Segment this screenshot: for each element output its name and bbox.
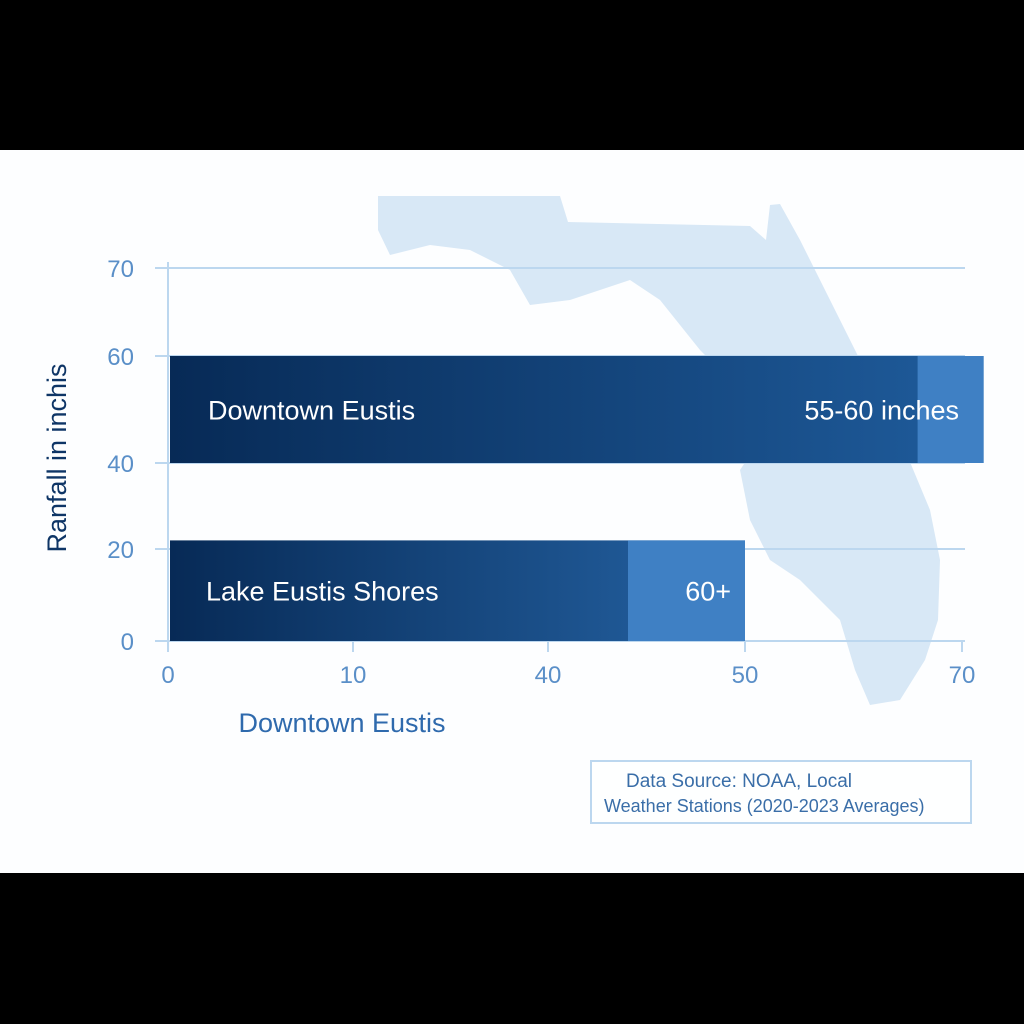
x-tick-label: 70 bbox=[949, 662, 976, 689]
bar-0: Downtown Eustis 55-60 inches bbox=[170, 356, 984, 463]
source-line-1: Data Source: NOAA, Local bbox=[626, 771, 852, 792]
y-tick-label: 70 bbox=[107, 256, 134, 283]
data-source-note: Data Source: NOAA, Local Weather Station… bbox=[590, 760, 972, 824]
florida-map-background bbox=[378, 196, 940, 705]
bar-name-label: Downtown Eustis bbox=[208, 396, 415, 426]
chart-panel: Downtown Eustis 55-60 inches Lake Eustis S… bbox=[0, 150, 1024, 873]
bar-highlight-segment bbox=[628, 540, 745, 641]
bar-1: Lake Eustis Shores 60+ bbox=[170, 540, 745, 641]
x-tick-label: 0 bbox=[161, 662, 174, 689]
source-line-2: Weather Stations (2020-2023 Averages) bbox=[604, 796, 925, 816]
x-axis-label: Downtown Eustis bbox=[238, 708, 445, 738]
y-tick-label: 60 bbox=[107, 344, 134, 371]
bar-value-label: 60+ bbox=[685, 577, 731, 607]
y-axis-label: Ranfall in inchis bbox=[42, 363, 72, 552]
y-tick-label: 40 bbox=[107, 451, 134, 478]
bar-fill bbox=[170, 356, 984, 463]
y-tick-label: 20 bbox=[107, 537, 134, 564]
bar-chart: Downtown Eustis 55-60 inches Lake Eustis S… bbox=[42, 196, 984, 738]
bar-highlight-segment bbox=[917, 356, 984, 463]
y-tick-label: 0 bbox=[121, 629, 134, 656]
bar-value-label: 55-60 inches bbox=[804, 396, 959, 426]
bar-name-label: Lake Eustis Shores bbox=[206, 577, 439, 607]
x-tick-label: 10 bbox=[340, 662, 367, 689]
x-tick-label: 40 bbox=[535, 662, 562, 689]
x-tick-label: 50 bbox=[732, 662, 759, 689]
